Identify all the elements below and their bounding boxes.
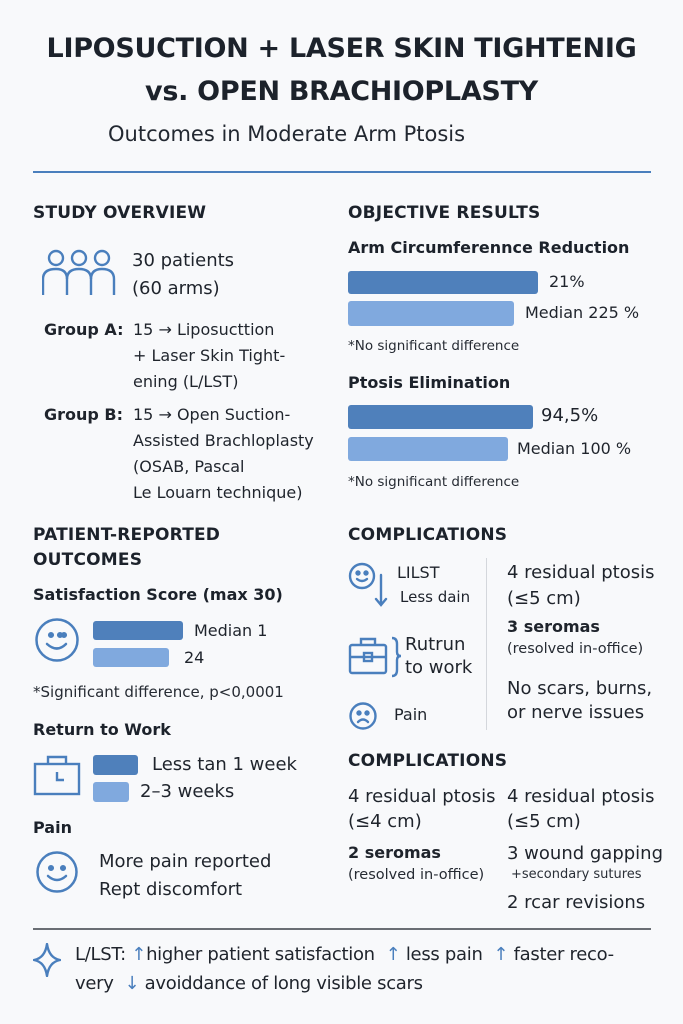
title-line-2: vs. OPEN BRACHIOPLASTY <box>145 76 538 107</box>
smiley-face-icon <box>34 617 80 663</box>
complications-2-left-item-1-line-1: 4 residual ptosis <box>348 786 496 807</box>
complications-2-right-item-2-line-2: +secondary sutures <box>511 867 642 882</box>
footer-divider <box>33 928 651 930</box>
group-b-line-1: 15 → Open Suction- <box>133 405 291 424</box>
ptosis-elimination-bar-osab <box>348 437 508 461</box>
smiley-down-arrow-icon <box>348 562 390 608</box>
summary-point-4: avoiddance of long visible scars <box>144 973 423 994</box>
smiley-face-icon <box>35 850 79 894</box>
group-a-line-2: + Laser Skin Tight- <box>133 346 286 365</box>
complications-2-left-item-1-line-2: (≤4 cm) <box>348 811 422 832</box>
return-to-work-bar-osab <box>93 782 129 802</box>
up-arrow-icon: ↑ <box>131 944 147 965</box>
complications-right-item-2-line-1: 3 seromas <box>507 617 600 636</box>
patient-reported-heading-1: PATIENT-REPORTED <box>33 525 221 545</box>
study-overview-heading: STUDY OVERVIEW <box>33 203 207 223</box>
summary-point-3: faster reco- <box>513 944 615 965</box>
complications-right-item-1-line-1: 4 residual ptosis <box>507 562 655 583</box>
down-arrow-icon: ↓ <box>124 973 140 994</box>
ptosis-elimination-title: Ptosis Elimination <box>348 373 511 392</box>
satisfaction-title: Satisfaction Score (max 30) <box>33 585 283 604</box>
return-to-work-value-lst: Less tan 1 week <box>152 754 297 775</box>
satisfaction-value-osab: 24 <box>184 648 205 667</box>
satisfaction-note: *Significant difference, p<0,0001 <box>33 683 284 701</box>
summary-prefix: L/LST: <box>75 944 126 965</box>
complications-2-left-item-2-line-2: (resolved in-office) <box>348 867 485 883</box>
complications-left-item-2-line-2: to work <box>405 657 473 678</box>
complications-2-right-item-2-line-1: 3 wound gapping <box>507 843 664 864</box>
group-people-icon <box>42 249 116 297</box>
complications-left-item-1-line-2: Less dain <box>400 588 471 606</box>
complications-left-item-2-line-1: Rutrun <box>405 634 466 655</box>
header-divider <box>33 171 651 173</box>
pain-line-2: Rept discomfort <box>99 879 243 900</box>
complications-heading-1: COMPLICATIONS <box>348 525 508 545</box>
complications-right-item-3-line-1: No scars, burns, <box>507 678 653 699</box>
complications-column-divider <box>486 558 487 730</box>
arm-circumference-value-lst: 21% <box>549 272 585 291</box>
complications-left-item-1-line-1: LILST <box>397 563 440 582</box>
pain-title: Pain <box>33 818 72 837</box>
patients-count: 30 patients <box>132 250 235 271</box>
arm-circumference-value-osab: Median 225 % <box>525 303 640 322</box>
complications-heading-2: COMPLICATIONS <box>348 751 508 771</box>
satisfaction-bar-lst <box>93 621 183 640</box>
objective-results-heading: OBJECTIVE RESULTS <box>348 203 541 223</box>
ptosis-elimination-note: *No significant difference <box>348 474 520 490</box>
summary-line-2: very ↓ avoiddance of long visible scars <box>75 973 423 994</box>
summary-point-1: higher patient satisfaction <box>146 944 375 965</box>
return-to-work-value-osab: 2–3 weeks <box>140 781 235 802</box>
group-a-line-1: 15 → Liposucttion <box>133 320 275 339</box>
title-line-1: LIPOSUCTION + LASER SKIN TIGHTENIG <box>46 33 637 64</box>
complications-right-item-2-line-2: (resolved in-office) <box>507 641 644 657</box>
group-a-label: Group A: <box>44 320 124 339</box>
arm-circumference-bar-lst <box>348 271 538 294</box>
group-b-line-3: (OSAB, Pascal <box>133 457 245 476</box>
group-b-line-4: Le Louarn technique) <box>133 483 303 502</box>
satisfaction-bar-osab <box>93 648 169 667</box>
sad-face-icon <box>348 701 378 731</box>
summary-line-1: L/LST: ↑higher patient satisfaction ↑ le… <box>75 944 614 965</box>
complications-2-left-item-2-line-1: 2 seromas <box>348 843 441 862</box>
up-arrow-icon: ↑ <box>493 944 509 965</box>
up-arrow-icon: ↑ <box>385 944 401 965</box>
ptosis-elimination-bar-lst <box>348 405 533 429</box>
complications-2-right-item-1-line-2: (≤5 cm) <box>507 811 581 832</box>
summary-point-3-cont: very <box>75 973 114 994</box>
complications-2-right-item-1-line-1: 4 residual ptosis <box>507 786 655 807</box>
complications-left-item-3: Pain <box>394 705 428 724</box>
subtitle: Outcomes in Moderate Arm Ptosis <box>108 122 466 146</box>
return-to-work-bar-lst <box>93 755 138 775</box>
ptosis-elimination-value-lst: 94,5% <box>541 405 599 426</box>
sparkle-star-icon <box>33 943 61 977</box>
group-a-line-3: ening (L/LST) <box>133 372 239 391</box>
arm-circumference-bar-osab <box>348 301 514 326</box>
arm-circumference-note: *No significant difference <box>348 338 520 354</box>
briefcase-icon <box>348 636 408 678</box>
patient-reported-heading-2: OUTCOMES <box>33 550 143 570</box>
group-b-line-2: Assisted Brachloplasty <box>133 431 314 450</box>
summary-point-2: less pain <box>405 944 483 965</box>
group-b-label: Group B: <box>44 405 124 424</box>
arms-count: (60 arms) <box>132 278 220 299</box>
ptosis-elimination-value-osab: Median 100 % <box>517 439 632 458</box>
complications-right-item-3-line-2: or nerve issues <box>507 702 645 723</box>
satisfaction-value-lst: Median 1 <box>194 621 268 640</box>
pain-line-1: More pain reported <box>99 851 272 872</box>
briefcase-clock-icon <box>33 754 81 796</box>
complications-right-item-1-line-2: (≤5 cm) <box>507 588 581 609</box>
arm-circumference-title: Arm Circumferennce Reduction <box>348 238 630 257</box>
return-to-work-title: Return to Work <box>33 720 171 739</box>
complications-2-right-item-3: 2 rcar revisions <box>507 892 646 913</box>
